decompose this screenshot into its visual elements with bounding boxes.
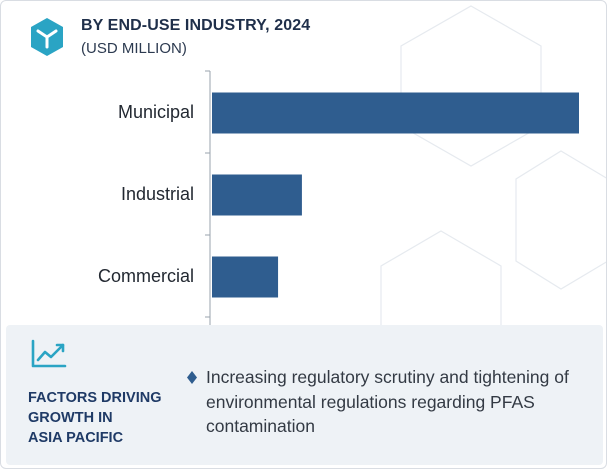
panel-heading-line: ASIA PACIFIC [28,430,124,446]
bar-industrial [212,174,302,216]
diamond-bullet-icon [187,371,197,384]
category-label: Commercial [98,266,194,286]
growth-factors-panel: FACTORS DRIVING GROWTH IN ASIA PACIFIC I… [6,325,603,465]
panel-heading-line: GROWTH IN [28,410,113,426]
bar-commercial [212,256,279,298]
category-label: Industrial [121,184,194,204]
panel-heading-line: FACTORS DRIVING [28,390,162,406]
growth-factor-bullet: Increasing regulatory scrutiny and tight… [206,367,569,436]
category-label: Municipal [118,102,194,122]
chart-subtitle: (USD MILLION) [81,40,187,57]
panel-heading: FACTORS DRIVING GROWTH IN ASIA PACIFIC [28,388,178,448]
cube-logo-icon [31,18,63,56]
bar-chart: Municipal Industrial Commercial [98,70,579,325]
chart-title: BY END-USE INDUSTRY, 2024 [81,17,311,34]
line-chart-icon [31,339,67,368]
bar-municipal [212,92,579,134]
